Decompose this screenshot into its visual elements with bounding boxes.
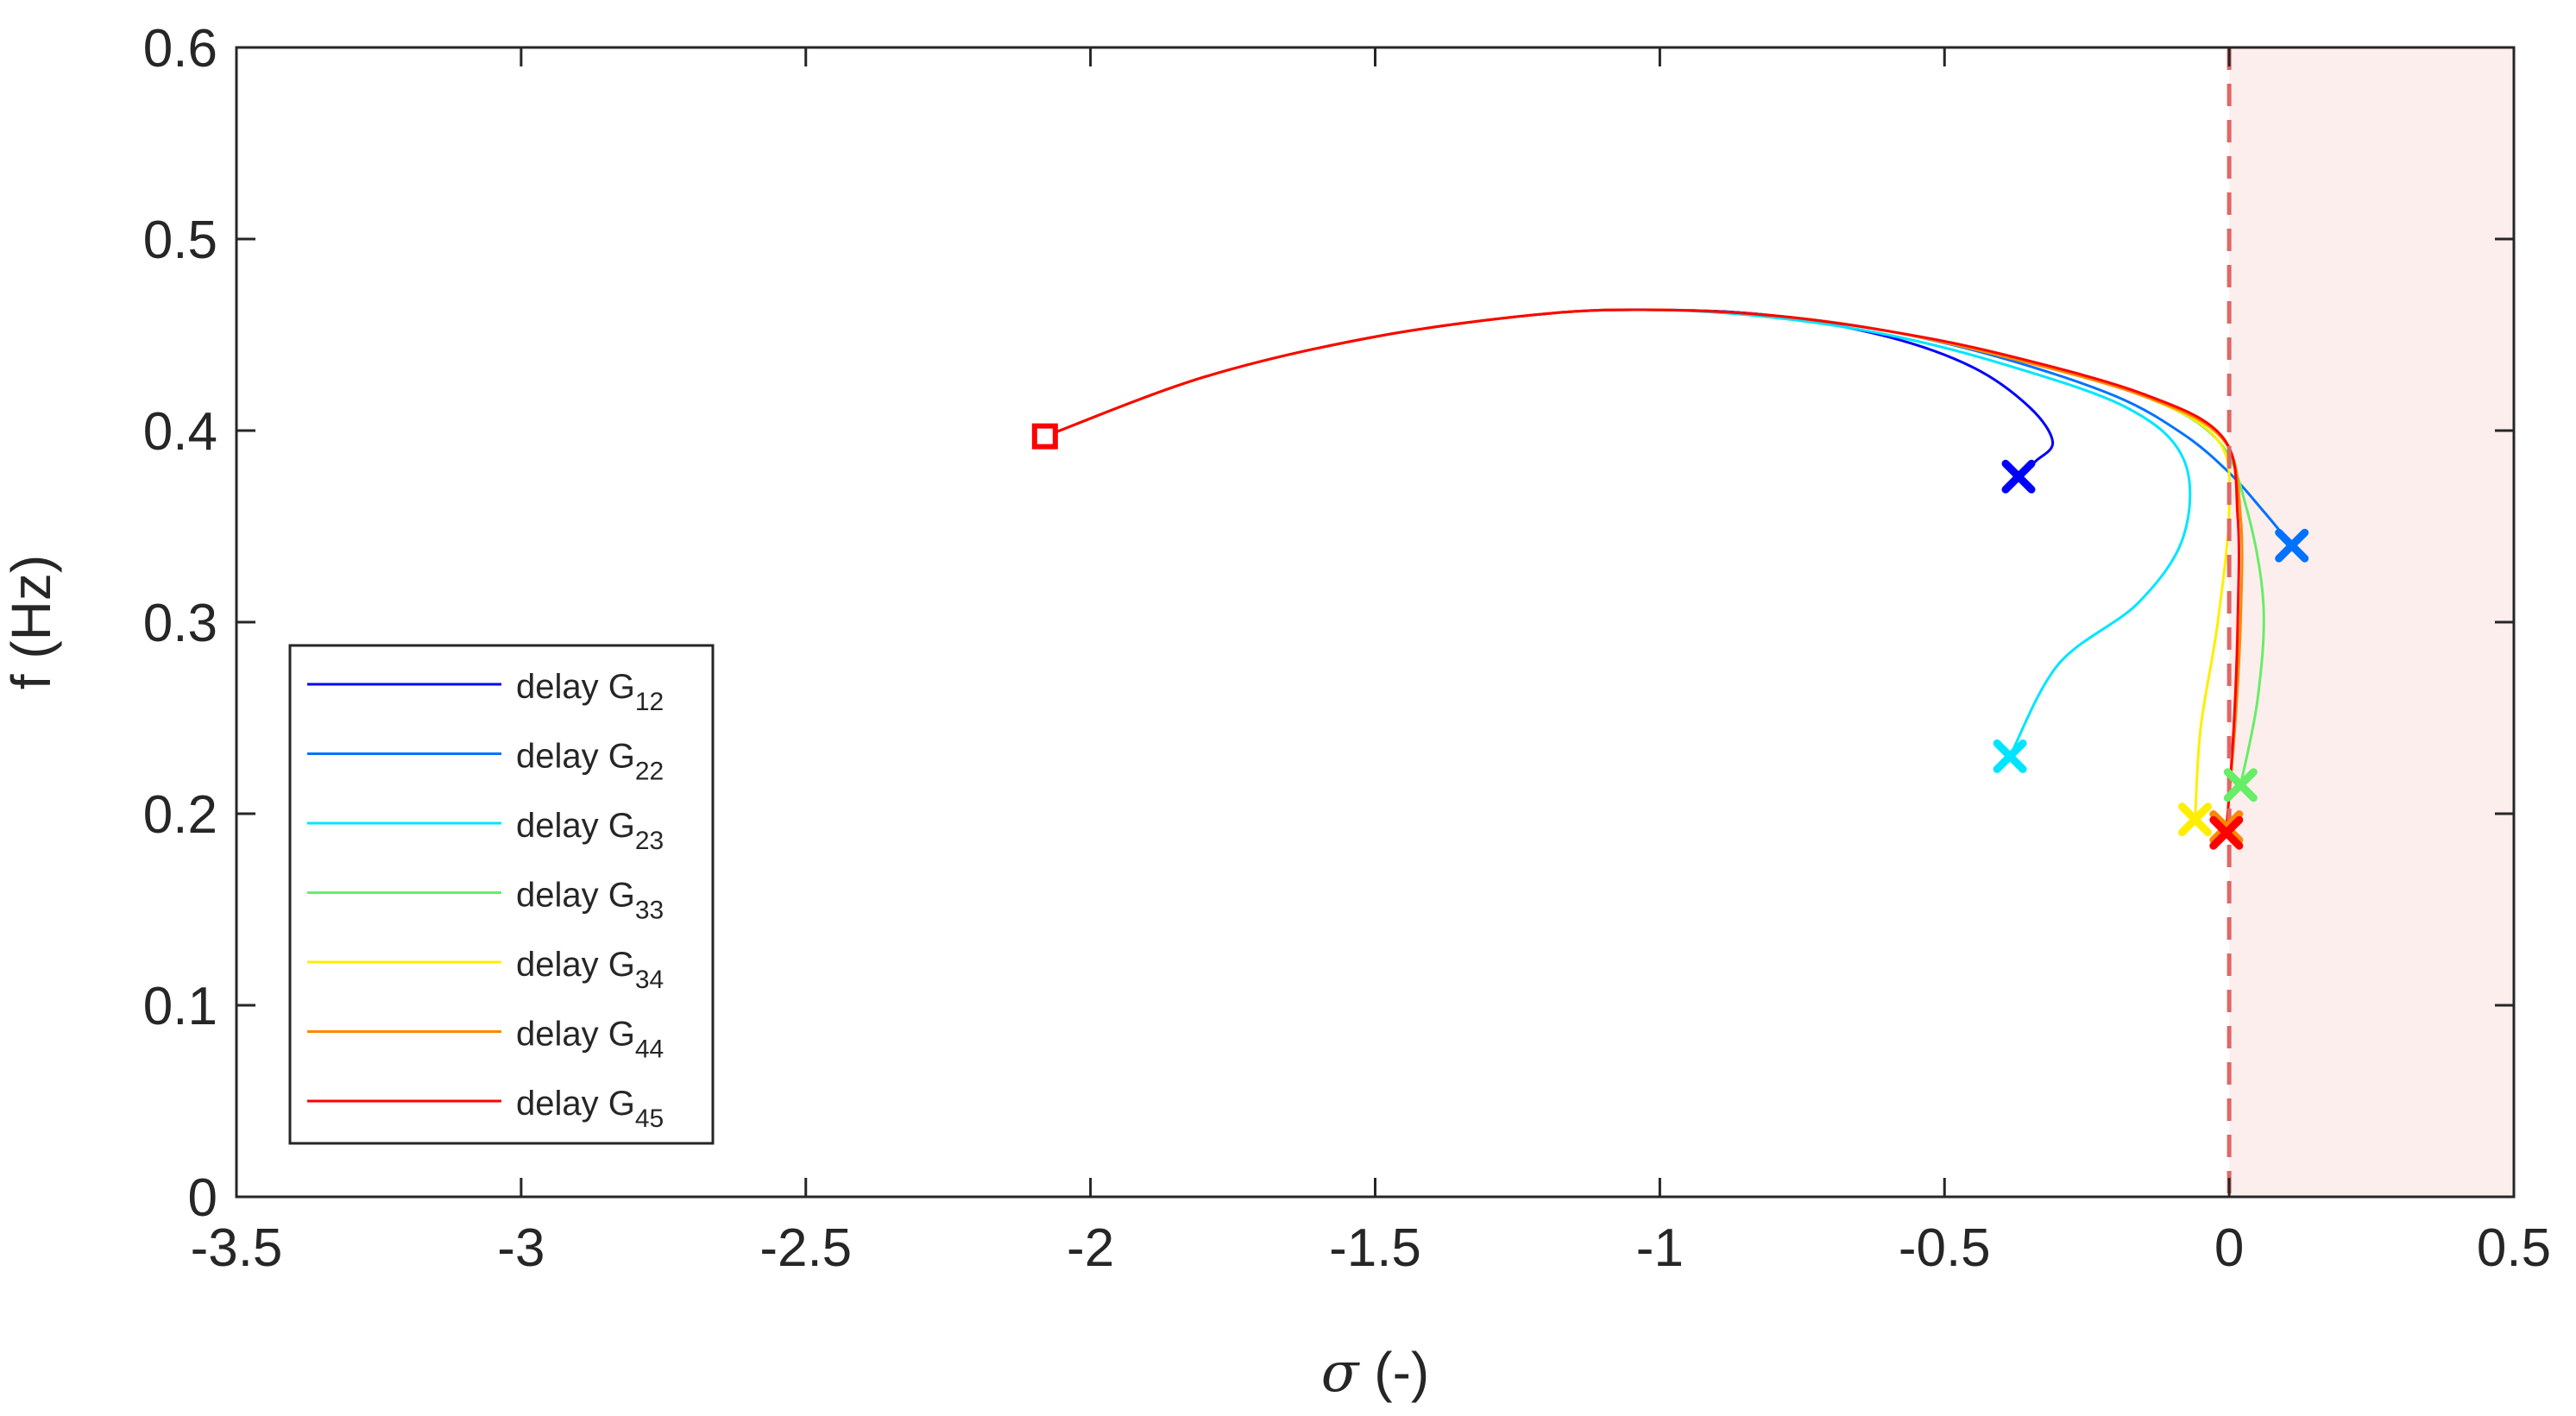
legend-label-prefix: delay G <box>516 1016 635 1054</box>
legend-label-subscript: 22 <box>635 758 664 786</box>
series-line-23 <box>1044 308 2192 758</box>
end-marker-stroke <box>2001 459 2036 494</box>
legend-label-prefix: delay G <box>516 877 635 915</box>
y-tick-label: 0.4 <box>143 402 217 462</box>
y-axis-ticks: 0 0.1 0.2 0.3 0.4 0.5 0.6 <box>143 19 2514 1228</box>
legend-item-23: delay G23 <box>307 807 664 855</box>
legend-label-subscript: 12 <box>635 688 664 716</box>
end-marker-45 <box>2209 815 2244 850</box>
x-tick-label: -1 <box>1636 1218 1684 1278</box>
legend-item-33: delay G33 <box>307 877 664 925</box>
y-tick-label: 0.1 <box>143 977 217 1036</box>
x-tick-label: -2 <box>1067 1218 1114 1278</box>
legend-label-prefix: delay G <box>516 738 635 776</box>
y-tick-label: 0.5 <box>143 211 217 270</box>
end-marker-stroke <box>2209 815 2244 850</box>
legend-item-34: delay G34 <box>307 946 664 994</box>
legend-label: delay G23 <box>516 807 664 855</box>
end-marker-stroke <box>2223 768 2258 802</box>
legend-item-22: delay G22 <box>307 738 664 786</box>
markers-layer <box>1031 423 2309 850</box>
unstable-region <box>2229 47 2514 1197</box>
end-marker-22 <box>2275 528 2309 563</box>
x-axis-label-symbol: σ <box>1321 1341 1361 1405</box>
legend-label-prefix: delay G <box>516 668 635 706</box>
legend-item-45: delay G45 <box>307 1085 664 1133</box>
legend-item-12: delay G12 <box>307 668 664 716</box>
legend-label: delay G34 <box>516 946 664 994</box>
x-axis-ticks: -3.5 -3 -2.5 -2 -1.5 -1 -0.5 0 0.5 <box>191 47 2551 1278</box>
end-marker-stroke <box>2209 810 2244 845</box>
end-marker-stroke <box>2275 528 2309 563</box>
start-marker <box>1031 423 1058 450</box>
legend-label-prefix: delay G <box>516 1085 635 1123</box>
legend-label-subscript: 23 <box>635 827 664 855</box>
end-marker-44 <box>2209 810 2244 845</box>
x-tick-label: -3.5 <box>191 1218 283 1278</box>
x-tick-label: -1.5 <box>1329 1218 1421 1278</box>
legend-label-prefix: delay G <box>516 807 635 845</box>
y-tick-label: 0.3 <box>143 594 217 653</box>
end-marker-stroke <box>1993 739 2027 773</box>
legend-label: delay G33 <box>516 877 664 925</box>
legend-label-subscript: 33 <box>635 897 664 925</box>
x-tick-label: 0.5 <box>2477 1218 2551 1278</box>
x-tick-label: 0 <box>2214 1218 2244 1278</box>
x-tick-label: -3 <box>497 1218 545 1278</box>
series-line-33 <box>1044 308 2265 785</box>
x-tick-label: -0.5 <box>1899 1218 1991 1278</box>
x-axis-label-unit: (-) <box>1358 1341 1429 1403</box>
legend-label-prefix: delay G <box>516 946 635 984</box>
end-marker-33 <box>2223 768 2258 802</box>
y-tick-label: 0.6 <box>143 19 217 79</box>
end-marker-stroke <box>2178 802 2213 837</box>
legend-label: delay G45 <box>516 1085 664 1133</box>
legend-label-subscript: 34 <box>635 966 664 994</box>
x-axis-label: σ (-) <box>1321 1341 1429 1405</box>
end-marker-23 <box>1993 739 2027 773</box>
series-line-34 <box>1044 308 2231 820</box>
legend-label-subscript: 45 <box>635 1104 664 1133</box>
y-axis-label: f (Hz) <box>0 555 62 689</box>
legend-label: delay G22 <box>516 738 664 786</box>
legend-label: delay G12 <box>516 668 664 716</box>
y-tick-label: 0.2 <box>143 785 217 845</box>
x-tick-label: -2.5 <box>759 1218 852 1278</box>
end-marker-34 <box>2178 802 2213 837</box>
series-line-45 <box>1044 308 2240 834</box>
series-line-22 <box>1044 308 2293 547</box>
legend-label: delay G44 <box>516 1016 664 1064</box>
series-layer <box>1044 308 2293 834</box>
end-marker-12 <box>2001 459 2036 494</box>
y-tick-label: 0 <box>188 1168 217 1228</box>
legend-item-44: delay G44 <box>307 1016 664 1064</box>
series-line-44 <box>1044 308 2244 828</box>
legend-label-subscript: 44 <box>635 1035 664 1064</box>
legend-box <box>288 644 715 1145</box>
